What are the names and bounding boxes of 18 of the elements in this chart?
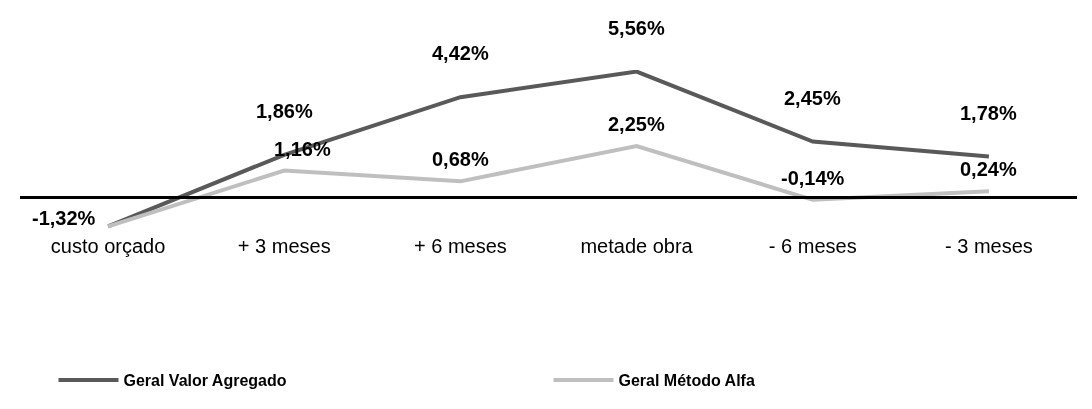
data-label: 0,24% (960, 158, 1017, 180)
legend-label: Geral Valor Agregado (123, 372, 287, 390)
x-tick-label: - 6 meses (768, 234, 857, 257)
x-tick-label: - 3 meses (945, 234, 1033, 257)
x-tick-label: custo orçado (50, 234, 166, 257)
x-tick-label: + 6 meses (414, 234, 507, 257)
data-label: 4,42% (432, 42, 489, 64)
x-tick-label: metade obra (580, 234, 694, 257)
data-label: 2,45% (784, 87, 841, 109)
data-label: 2,25% (608, 113, 665, 135)
data-label: 1,78% (960, 102, 1017, 124)
x-tick-label: + 3 meses (237, 234, 331, 257)
data-label: 5,56% (608, 17, 665, 39)
data-label: -1,32% (32, 207, 96, 229)
data-label: 0,68% (432, 148, 489, 170)
data-label: 1,86% (256, 100, 313, 122)
data-label: -0,14% (781, 167, 845, 189)
legend-label: Geral Método Alfa (618, 372, 755, 390)
